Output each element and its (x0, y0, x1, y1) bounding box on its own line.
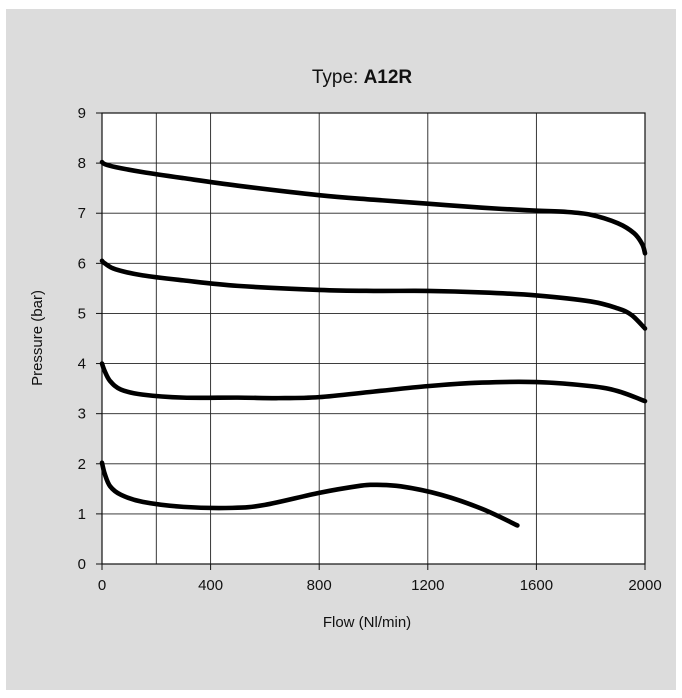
chart-title: Type: A12R (312, 67, 413, 88)
x-tick-label: 2000 (628, 577, 661, 594)
y-tick-label: 5 (78, 305, 86, 322)
x-tick-label: 1200 (411, 577, 444, 594)
y-tick-label: 8 (78, 155, 86, 172)
y-tick-label: 2 (78, 456, 86, 473)
series-line-3 (99, 361, 648, 404)
y-tick-label: 1 (78, 506, 86, 523)
y-tick-label: 9 (78, 105, 86, 122)
series-line-2 (99, 258, 648, 331)
x-tick-label: 1600 (520, 577, 553, 594)
y-tick-label: 3 (78, 406, 86, 423)
series-line-1 (99, 159, 648, 256)
chart-title-model: A12R (364, 67, 413, 88)
x-tick-label: 400 (198, 577, 223, 594)
x-axis-label: Flow (Nl/min) (323, 614, 411, 631)
axis-ticks: 0 400 800 1200 1600 2000 0 1 2 3 4 5 6 7 8 9 (78, 105, 662, 594)
x-tick-label: 0 (98, 577, 106, 594)
chart-title-prefix: Type: (312, 67, 364, 88)
x-tick-label: 800 (307, 577, 332, 594)
y-axis-label: Pressure (bar) (29, 290, 46, 386)
y-tick-label: 7 (78, 205, 86, 222)
y-tick-label: 6 (78, 255, 86, 272)
series-lines (99, 159, 648, 528)
plot-area (102, 113, 645, 564)
plot-border (101, 112, 646, 565)
y-tick-label: 4 (78, 356, 86, 373)
y-tick-label: 0 (78, 556, 86, 573)
series-line-4 (99, 460, 520, 528)
